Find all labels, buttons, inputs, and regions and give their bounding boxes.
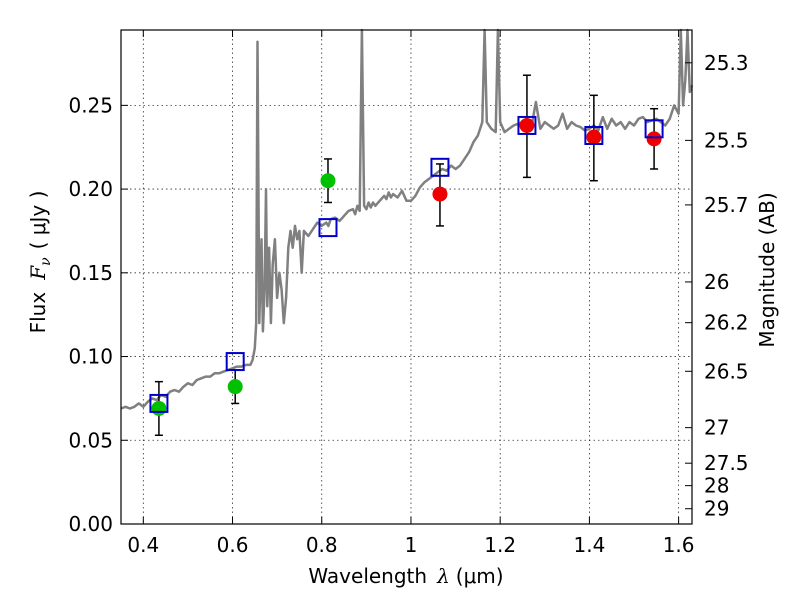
- y2-axis-title: Magnitude (AB): [755, 192, 779, 347]
- x-tick-label: 1.4: [573, 533, 605, 557]
- y2-tick-label: 25.5: [704, 128, 749, 152]
- x-tick-label: 1.2: [484, 533, 516, 557]
- model-square: [517, 115, 537, 135]
- x-tick-label: 0.6: [217, 533, 249, 557]
- y2-tick-label: 26.5: [704, 359, 749, 383]
- y-axis: 0.00 0.05 0.10 0.15 0.20 0.25: [68, 93, 128, 536]
- x-axis: 0.4 0.6 0.8 1 1.2 1.4 1.6: [127, 30, 695, 557]
- y2-tick-label: 29: [704, 497, 729, 521]
- photometry-point: [586, 129, 602, 145]
- y2-tick-label: 26.2: [704, 311, 749, 335]
- x-tick-label: 1: [405, 533, 418, 557]
- model-square: [318, 218, 338, 238]
- photometry-point: [646, 131, 662, 147]
- y-tick-label: 0.00: [68, 512, 113, 536]
- photometry-point: [227, 379, 243, 395]
- spectrum-layer: [120, 28, 694, 410]
- grid: [121, 30, 692, 524]
- y2-tick-label: 25.7: [704, 193, 749, 217]
- model-square: [430, 157, 450, 177]
- photometry-point: [432, 186, 448, 202]
- y-tick-label: 0.20: [68, 177, 113, 201]
- y-axis-title: FluxFν( μJy ): [26, 191, 54, 334]
- x-tick-label: 1.6: [663, 533, 695, 557]
- y2-tick-label: 28: [704, 474, 729, 498]
- squares-layer: [149, 115, 664, 413]
- y2-tick-label: 26: [704, 270, 729, 294]
- model-square: [644, 119, 664, 139]
- photometry-point: [151, 400, 167, 416]
- y2-tick-label: 27.5: [704, 451, 749, 475]
- y-tick-label: 0.25: [68, 93, 113, 117]
- model-square: [149, 393, 169, 413]
- y-tick-label: 0.10: [68, 345, 113, 369]
- spectrum-line: [120, 28, 694, 410]
- x-axis-title: Wavelength λ (μm): [308, 564, 503, 588]
- photometry-point: [519, 117, 535, 133]
- y2-tick-label: 27: [704, 416, 729, 440]
- y-tick-label: 0.05: [68, 428, 113, 452]
- y-tick-label: 0.15: [68, 261, 113, 285]
- photometry-point: [320, 173, 336, 189]
- y2-tick-label: 25.3: [704, 51, 749, 75]
- model-square: [584, 125, 604, 145]
- x-tick-label: 0.8: [306, 533, 338, 557]
- x-tick-label: 0.4: [127, 533, 159, 557]
- model-square: [225, 352, 245, 372]
- plot-frame: [120, 29, 693, 525]
